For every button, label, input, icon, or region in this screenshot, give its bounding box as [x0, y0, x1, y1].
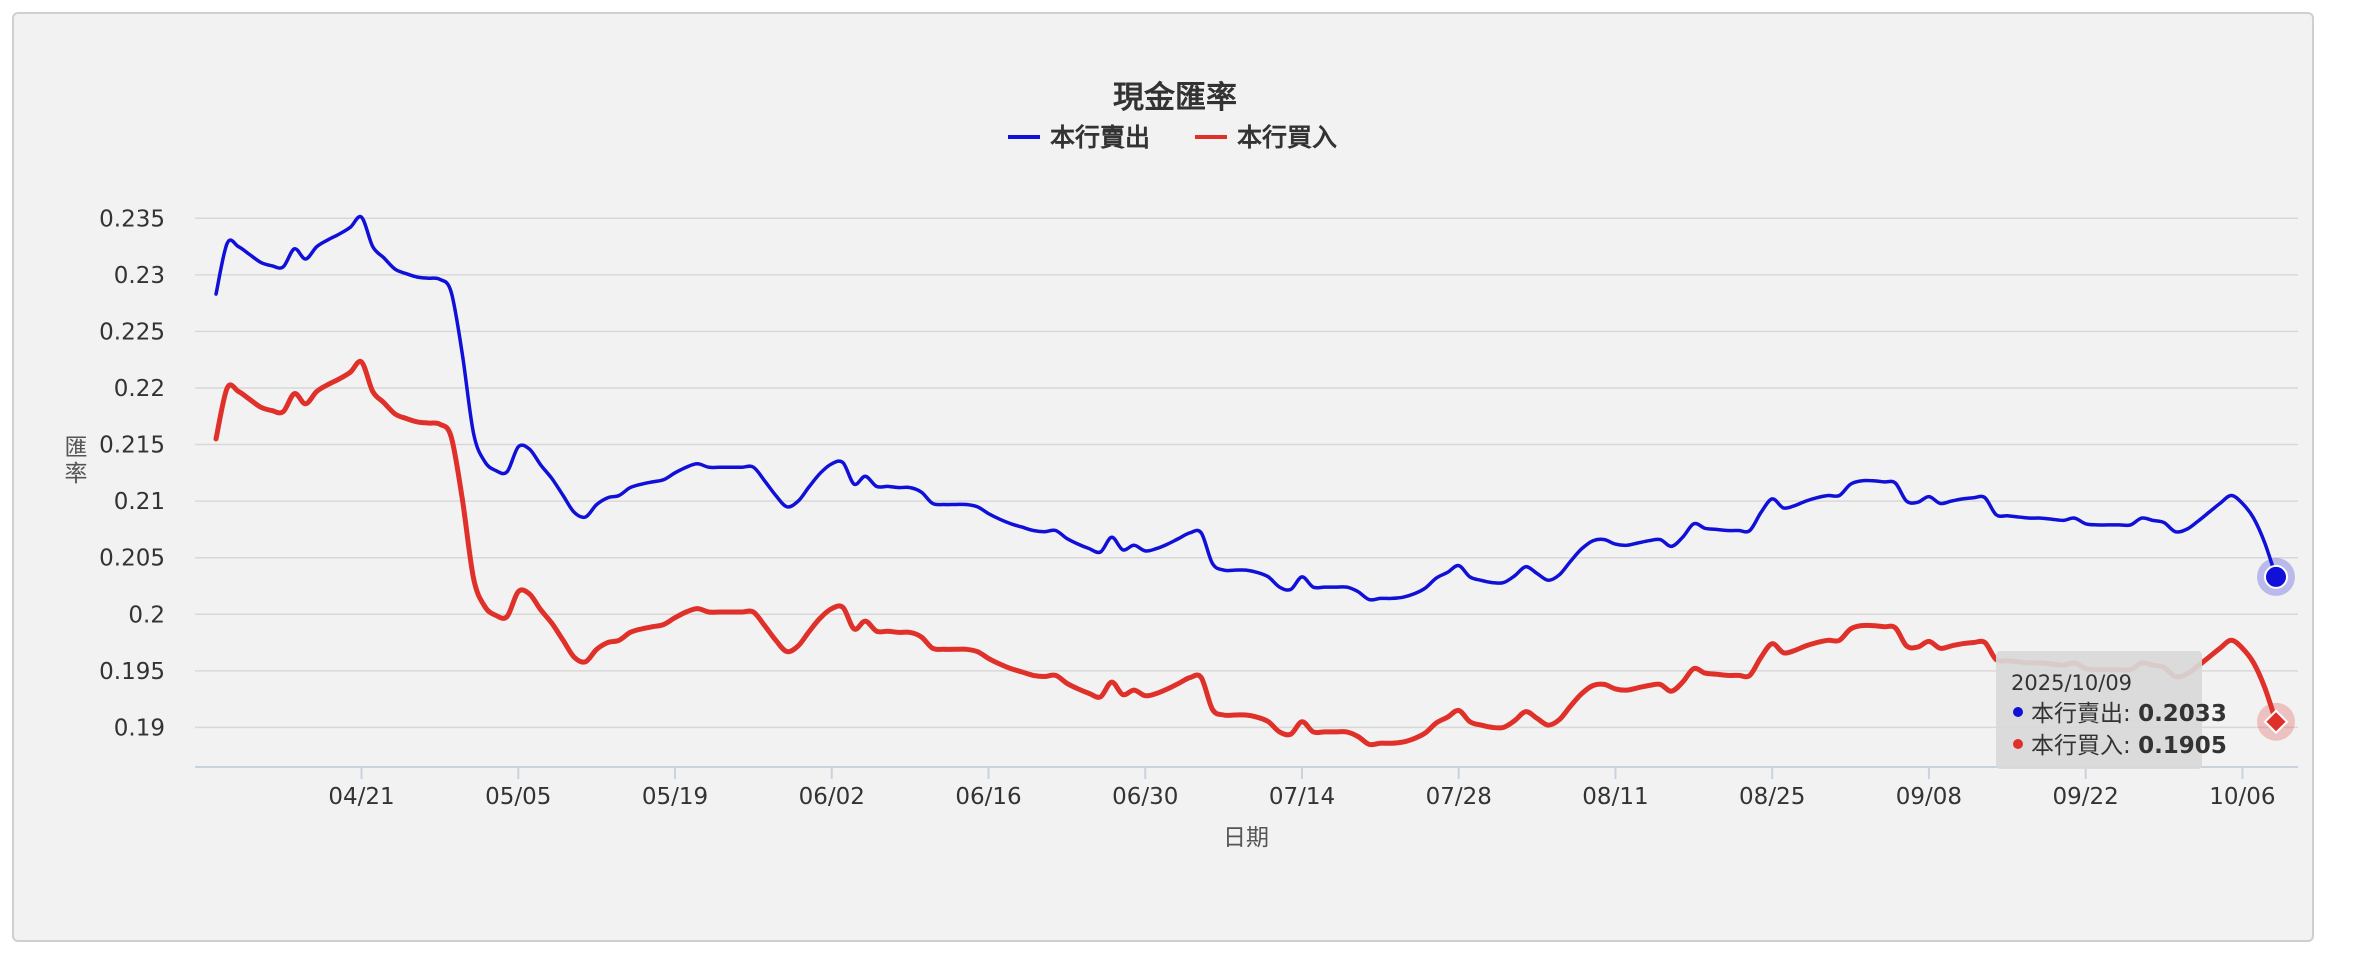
tooltip-dot-buy: [2013, 739, 2023, 749]
tooltip-value-buy: 0.1905: [2138, 733, 2227, 759]
y-tick-label: 0.21: [114, 489, 165, 515]
series-line-buy: [213, 358, 2279, 748]
hover-point-sell: [2264, 564, 2288, 589]
y-tick-label: 0.215: [99, 433, 165, 459]
x-tick-label: 09/22: [2053, 784, 2119, 810]
grid-lines: [195, 217, 2298, 729]
hover-markers: [2257, 557, 2295, 741]
series-line-sell: [214, 214, 2278, 602]
tooltip-date: 2025/10/09: [2011, 671, 2132, 695]
tooltip-value-sell: 0.2033: [2138, 701, 2227, 727]
y-tick-label: 0.19: [114, 715, 165, 741]
x-axis-ticks: 04/21 05/05 05/19 06/02 06/16 06/30 07/14 07/28…: [328, 767, 2276, 810]
y-tick-label: 0.225: [99, 319, 165, 345]
legend-item-buy[interactable]: 本行買入: [1195, 123, 1337, 152]
x-tick-label: 08/25: [1739, 784, 1805, 810]
legend-label-buy: 本行買入: [1237, 123, 1337, 152]
tooltip-dot-sell: [2013, 707, 2023, 717]
y-tick-label: 0.23: [114, 263, 165, 289]
y-tick-label: 0.235: [99, 206, 165, 232]
x-tick-label: 04/21: [328, 784, 394, 810]
hover-point-buy: [2263, 709, 2289, 735]
x-tick-label: 06/02: [799, 784, 865, 810]
x-tick-label: 09/08: [1896, 784, 1962, 810]
y-tick-label: 0.2: [128, 602, 165, 628]
x-tick-label: 06/16: [955, 784, 1021, 810]
chart-container: [12, 12, 2314, 942]
x-tick-label: 10/06: [2209, 784, 2275, 810]
x-tick-label: 05/19: [642, 784, 708, 810]
x-tick-label: 06/30: [1112, 784, 1178, 810]
y-axis-label-char: 率: [65, 461, 88, 487]
legend-label-sell: 本行賣出: [1050, 123, 1150, 152]
tooltip-row-sell: 本行賣出: 0.2033: [2031, 701, 2227, 727]
x-tick-label: 08/11: [1582, 784, 1648, 810]
y-tick-label: 0.205: [99, 546, 165, 572]
series-group[interactable]: [213, 214, 2279, 748]
x-axis-label: 日期: [1223, 825, 1269, 851]
y-axis-label-char: 匯: [65, 435, 88, 461]
x-tick-label: 07/14: [1269, 784, 1335, 810]
y-tick-label: 0.195: [99, 659, 165, 685]
tooltip-box: [1996, 651, 2202, 769]
tooltip-label-buy: 本行買入:: [2031, 733, 2138, 759]
y-tick-label: 0.22: [114, 376, 165, 402]
chart-title: 現金匯率: [1113, 80, 1237, 116]
legend-item-sell[interactable]: 本行賣出: [1008, 123, 1150, 152]
x-tick-label: 05/05: [485, 784, 551, 810]
tooltip-row-buy: 本行買入: 0.1905: [2031, 733, 2227, 759]
y-axis-ticks: 0.19 0.195 0.2 0.205 0.21 0.215 0.22 0.225 0.23 0…: [99, 206, 165, 741]
y-axis-label: 匯率: [65, 435, 88, 487]
chart-legend[interactable]: 本行賣出 本行買入: [1008, 123, 1337, 152]
x-tick-label: 07/28: [1426, 784, 1492, 810]
tooltip-label-sell: 本行賣出:: [2031, 701, 2138, 727]
tooltip: 2025/10/09 本行賣出: 0.2033 本行買入: 0.1905: [1996, 651, 2227, 769]
